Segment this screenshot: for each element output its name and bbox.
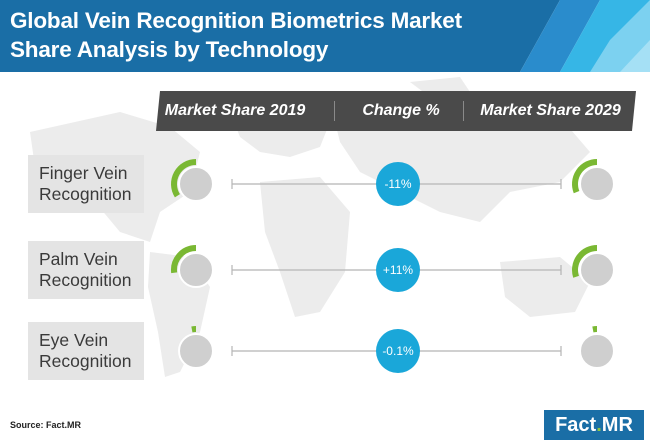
- change-percent-badge: -0.1%: [376, 329, 420, 373]
- header-background: [0, 0, 650, 72]
- column-market-share-2029: Market Share 2029: [480, 102, 621, 119]
- column-separator: [334, 101, 335, 121]
- technology-label-line-1: Eye Vein: [39, 330, 109, 350]
- change-percent-badge: +11%: [376, 248, 420, 292]
- title-line-2: Share Analysis by Technology: [10, 37, 329, 62]
- share-row-graphic: [178, 326, 615, 369]
- technology-label-line-2: Recognition: [39, 184, 132, 204]
- share-2029-disc: [579, 252, 615, 288]
- share-2019-disc: [178, 333, 214, 369]
- share-2029-arc: [572, 245, 598, 278]
- column-market-share-2019: Market Share 2019: [164, 102, 306, 119]
- column-separator: [463, 101, 464, 121]
- technology-label-line-1: Finger Vein: [39, 163, 128, 183]
- source-note: Source: Fact.MR: [10, 420, 82, 430]
- technology-label-line-2: Recognition: [39, 270, 132, 290]
- technology-label-line-2: Recognition: [39, 351, 132, 371]
- technology-label: Eye Vein Recognition: [28, 322, 144, 380]
- page-title: Global Vein Recognition Biometrics Marke…: [10, 6, 530, 64]
- share-2029-arc: [572, 159, 598, 194]
- share-2019-disc: [178, 166, 214, 202]
- title-line-1: Global Vein Recognition Biometrics Marke…: [10, 8, 462, 33]
- share-2019-disc: [178, 252, 214, 288]
- technology-label-line-1: Palm Vein: [39, 249, 118, 269]
- share-2029-disc: [579, 333, 615, 369]
- logo-text-mr: MR: [601, 414, 633, 436]
- technology-label: Palm Vein Recognition: [28, 241, 144, 299]
- column-change: Change %: [362, 102, 440, 119]
- column-header-background: [156, 91, 636, 131]
- factmr-logo: Fact.MR: [544, 410, 644, 440]
- column-header-bar: Market Share 2019 Change % Market Share …: [156, 91, 636, 131]
- share-2029-disc: [579, 166, 615, 202]
- technology-label: Finger Vein Recognition: [28, 155, 144, 213]
- change-percent-badge: -11%: [376, 162, 420, 206]
- logo-text-fact: Fact: [555, 414, 597, 436]
- share-2019-arc: [171, 159, 197, 198]
- header-banner: Global Vein Recognition Biometrics Marke…: [0, 0, 650, 72]
- share-2019-arc: [171, 245, 197, 274]
- logo-dot: .: [596, 414, 602, 436]
